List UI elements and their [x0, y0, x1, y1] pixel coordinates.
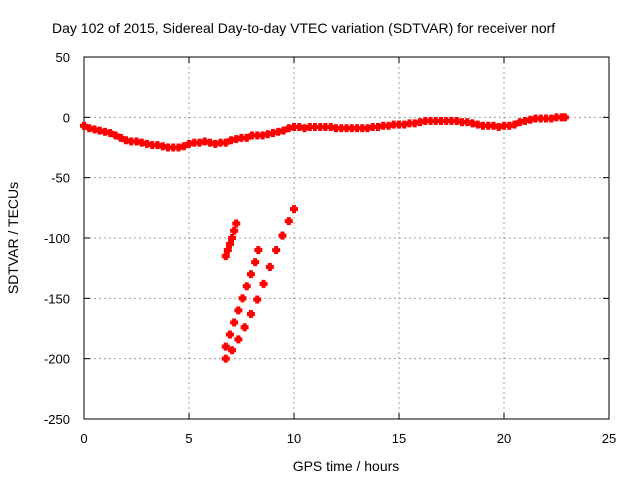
data-point [560, 113, 569, 122]
data-point [228, 346, 237, 355]
data-point [254, 246, 263, 255]
x-tick-label: 15 [392, 431, 406, 446]
data-point [259, 279, 268, 288]
data-point [265, 262, 274, 271]
data-point [246, 310, 255, 319]
y-tick-label: -150 [44, 291, 70, 306]
y-tick-label: -50 [51, 171, 70, 186]
x-tick-label: 0 [80, 431, 87, 446]
data-point [228, 234, 237, 242]
data-point [106, 129, 115, 138]
data-point [230, 226, 239, 235]
data-point [290, 205, 298, 214]
data-point [221, 342, 230, 351]
axis-ticks: 0 5 10 15 20 25 50 0 -50 -100 -150 -200 -250 [44, 50, 616, 446]
data-point [223, 246, 232, 255]
data-point [221, 354, 230, 363]
data-points [80, 113, 569, 363]
data-point [272, 246, 281, 255]
x-tick-label: 20 [497, 431, 511, 446]
data-point [230, 318, 239, 327]
data-point [253, 295, 262, 304]
data-point [238, 294, 247, 303]
chart-title: Day 102 of 2015, Sidereal Day-to-day VTE… [52, 20, 555, 36]
data-point [234, 335, 243, 344]
x-tick-label: 5 [185, 431, 192, 446]
data-point [225, 330, 234, 339]
y-tick-label: -100 [44, 231, 70, 246]
data-point [510, 120, 519, 129]
data-point [251, 258, 260, 267]
data-point [278, 231, 287, 240]
data-point [221, 252, 230, 261]
y-tick-label: -250 [44, 412, 70, 427]
y-axis-title: SDTVAR / TECUs [5, 182, 21, 294]
data-point [284, 217, 293, 226]
data-point [232, 219, 241, 228]
data-point [179, 142, 188, 151]
y-tick-label: 50 [56, 50, 70, 65]
data-point [242, 282, 251, 291]
data-point [234, 306, 243, 315]
data-point [240, 323, 249, 332]
x-axis-title: GPS time / hours [293, 458, 400, 474]
data-point [225, 240, 234, 249]
data-point [246, 270, 255, 279]
y-tick-label: -200 [44, 352, 70, 367]
x-tick-label: 10 [287, 431, 301, 446]
y-tick-label: 0 [63, 110, 70, 125]
x-tick-label: 25 [602, 431, 616, 446]
grid [84, 57, 609, 419]
